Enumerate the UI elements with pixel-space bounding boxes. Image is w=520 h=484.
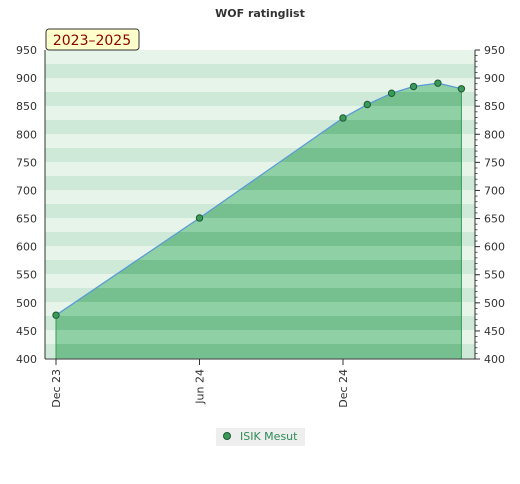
data-point: [434, 79, 442, 87]
period-badge-label: 2023–2025: [53, 33, 131, 49]
data-point: [195, 214, 204, 222]
data-point: [339, 114, 347, 122]
y-tick-label-right: 800: [484, 128, 505, 141]
area-band: [56, 330, 462, 344]
y-tick-label-right: 900: [484, 72, 505, 85]
y-axis-right: 400 450 500 550 600 650 700 750 800 850 900 950: [475, 44, 505, 366]
area-band: [56, 344, 462, 358]
y-tick-label-right: 400: [484, 353, 505, 366]
data-point: [52, 311, 60, 319]
data-point: [363, 100, 372, 109]
x-tick-label: Dec 23: [50, 369, 63, 408]
period-badge: 2023–2025: [45, 28, 140, 51]
y-tick-label-right: 500: [484, 297, 505, 310]
legend-box: [216, 428, 305, 446]
y-tick-label-left: 750: [16, 156, 37, 169]
y-tick-label-right: 750: [484, 156, 505, 169]
y-tick-label-left: 550: [16, 269, 37, 282]
x-tick-label: Jun 24: [194, 369, 207, 405]
y-tick-label-right: 550: [484, 269, 505, 282]
data-point: [457, 85, 466, 93]
series-line-isik-mesut: [55, 82, 462, 316]
legend: ISIK Mesut: [216, 428, 305, 446]
area-band: [56, 302, 462, 316]
background-band: [45, 64, 475, 78]
x-axis: Dec 23 Jun 24 Dec 24: [50, 359, 350, 408]
legend-label-isik-mesut: ISIK Mesut: [240, 430, 298, 443]
legend-marker: [223, 432, 231, 440]
y-tick-label-left: 500: [16, 297, 37, 310]
area-band: [56, 316, 462, 330]
y-tick-label-left: 850: [16, 100, 37, 113]
y-tick-label-right: 700: [484, 184, 505, 197]
y-tick-label-right: 650: [484, 213, 505, 226]
chart-title: WOF ratinglist: [215, 7, 305, 20]
data-point: [409, 82, 418, 91]
area-band: [56, 288, 462, 302]
y-tick-label-right: 450: [484, 325, 505, 338]
y-tick-label-left: 950: [16, 44, 37, 57]
y-tick-label-left: 800: [16, 128, 37, 141]
y-axis-left: 400 450 500 550 600 650 700 750 800 850 900 950: [16, 44, 37, 366]
y-tick-label-right: 950: [484, 44, 505, 57]
background-band: [45, 50, 475, 64]
period-badge-box: [45, 28, 140, 51]
y-tick-label-left: 600: [16, 241, 37, 254]
axes: [44, 50, 476, 360]
data-points: [52, 79, 466, 319]
area-band: [56, 246, 462, 260]
y-tick-label-right: 600: [484, 241, 505, 254]
x-tick-label: Dec 24: [337, 369, 350, 408]
y-tick-label-left: 400: [16, 353, 37, 366]
y-tick-label-right: 850: [484, 100, 505, 113]
area-band: [56, 274, 462, 288]
background-band: [45, 78, 475, 92]
y-tick-label-left: 450: [16, 325, 37, 338]
area-band: [56, 260, 462, 274]
y-tick-label-left: 700: [16, 184, 37, 197]
y-tick-label-left: 650: [16, 213, 37, 226]
y-tick-label-left: 900: [16, 72, 37, 85]
data-point: [387, 89, 396, 97]
